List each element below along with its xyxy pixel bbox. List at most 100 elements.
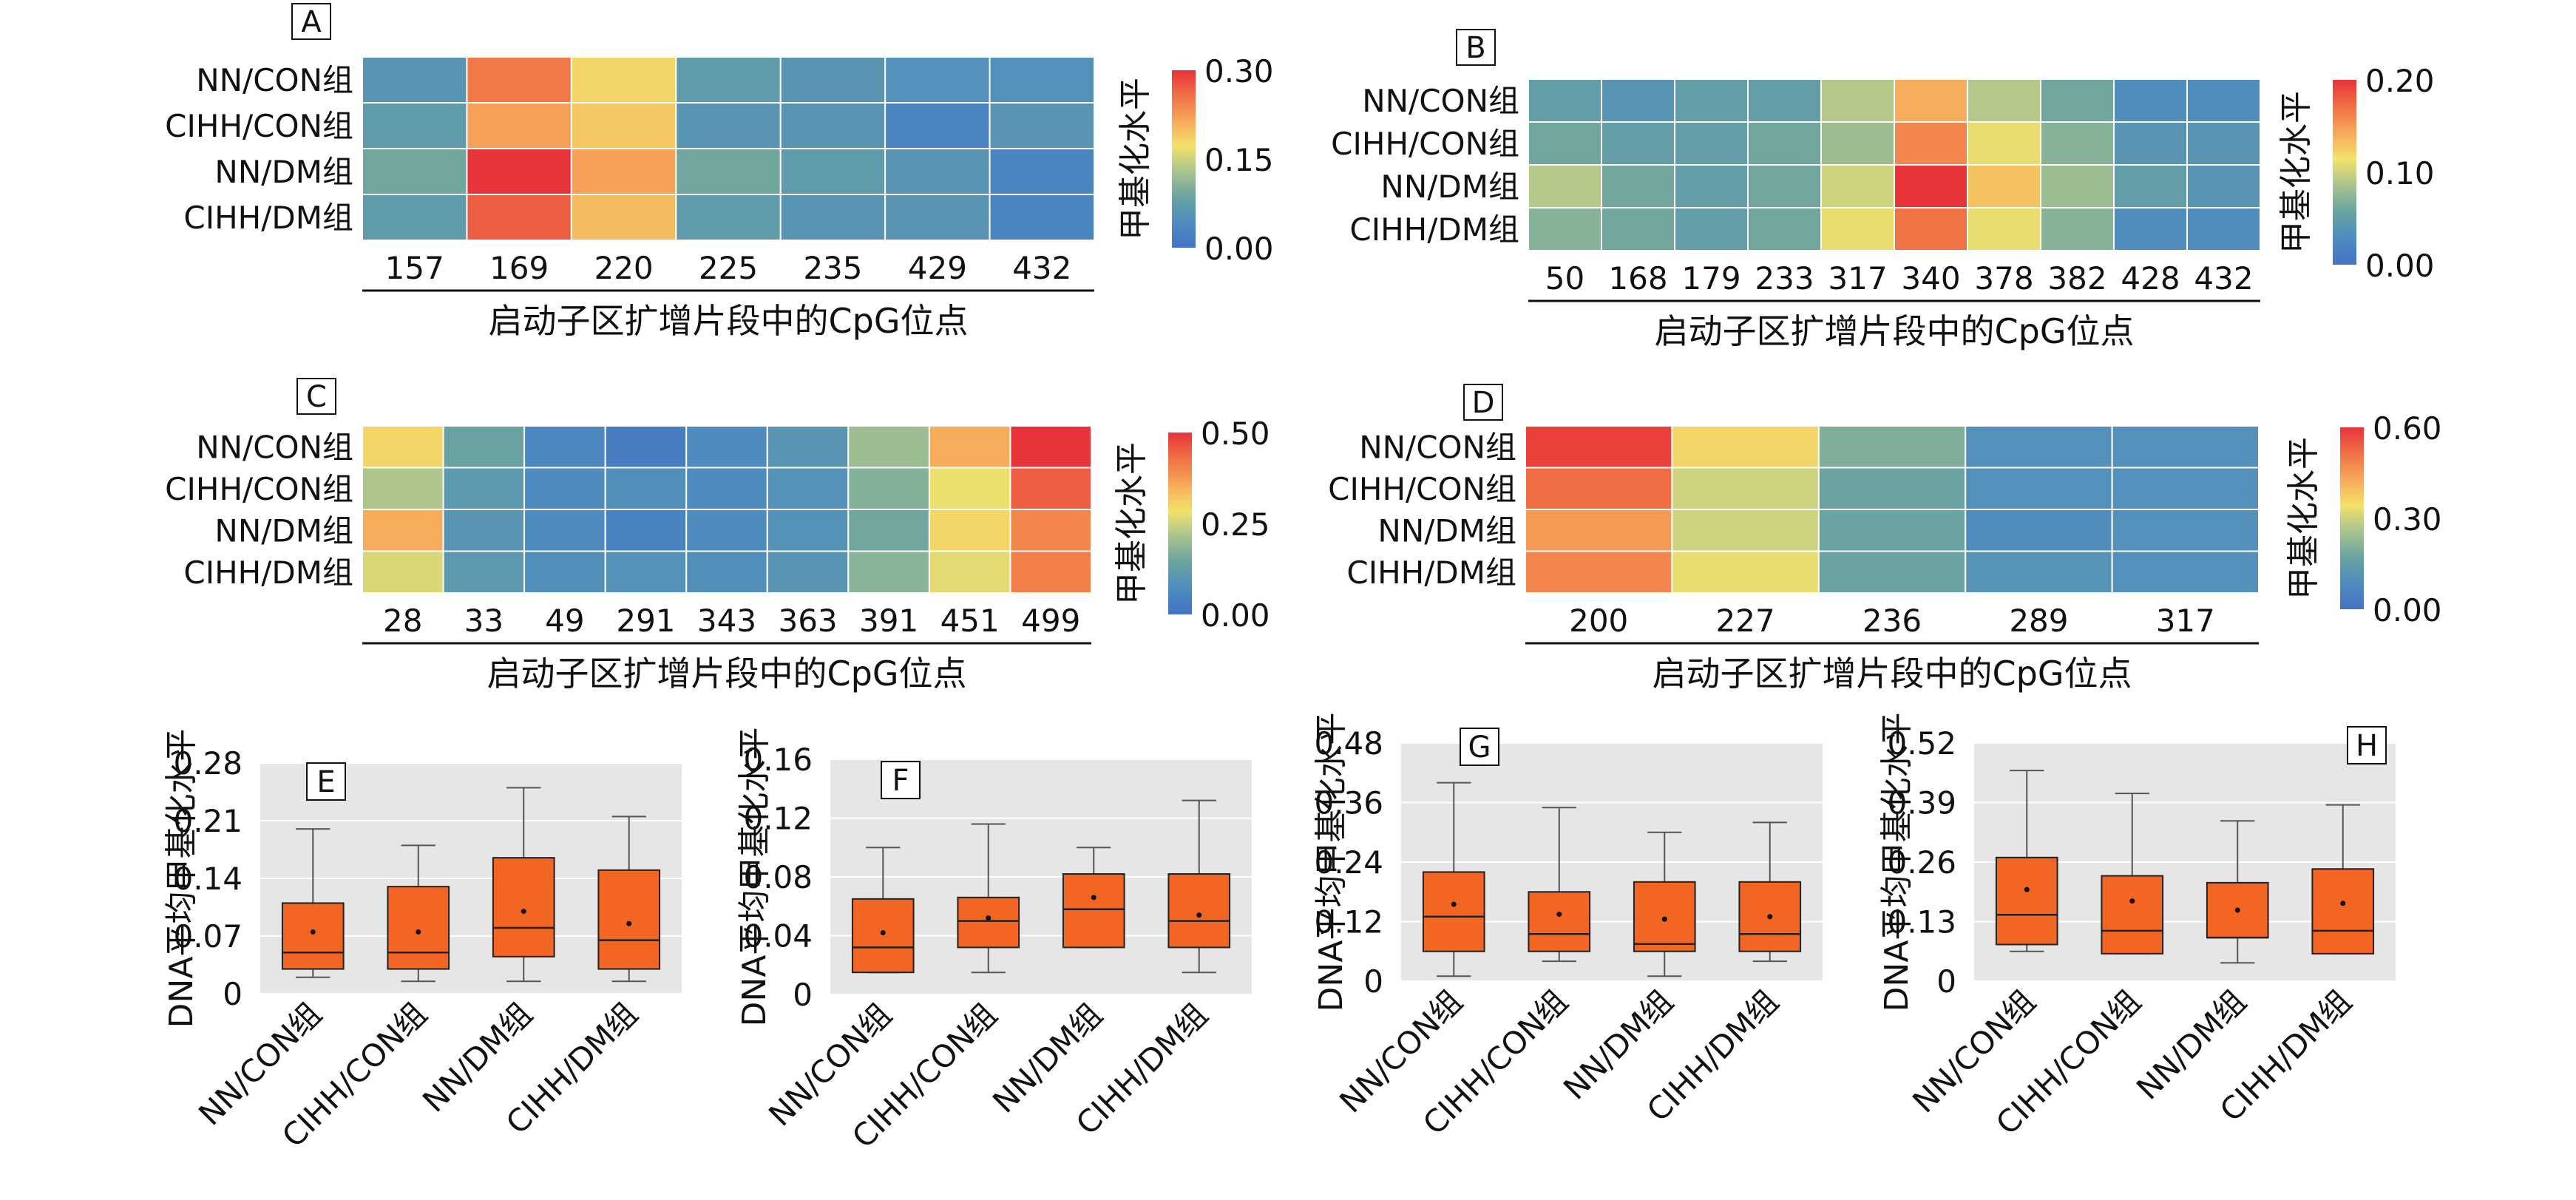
colorbar-tick-label: 0.10 xyxy=(2365,155,2435,191)
panel-letter-box xyxy=(1460,728,1499,766)
heatmap-cell xyxy=(766,467,850,510)
colorbar-tick-label: 0.60 xyxy=(2373,410,2442,447)
box-1 xyxy=(281,828,345,978)
heatmap-cell xyxy=(1967,207,2041,251)
heatmap-cell xyxy=(884,102,991,149)
mean-dot xyxy=(2340,901,2346,906)
heatmap-cell xyxy=(523,467,606,510)
heatmap-cell xyxy=(570,102,677,149)
heatmap-cell xyxy=(570,194,677,241)
row-label: NN/DM组 xyxy=(214,512,353,549)
heatmap-cell xyxy=(442,509,526,552)
row-label: CIHH/DM组 xyxy=(183,555,353,591)
column-tick-label: 428 xyxy=(2121,260,2180,296)
heatmap-cell xyxy=(442,550,526,594)
box-2 xyxy=(2101,793,2164,955)
y-tick-label: 0.13 xyxy=(1887,904,1956,940)
panel-letter: B xyxy=(1465,31,1485,65)
heatmap-cell xyxy=(2111,509,2260,552)
heatmap-cell xyxy=(2113,78,2188,123)
heatmap-cell xyxy=(2040,207,2115,251)
heatmap-panel-A: A NN/CON组 CIHH/CON组 NN/DM组 CIHH/DM组 157 169 220… xyxy=(165,3,1274,341)
column-tick-label: 235 xyxy=(803,250,862,286)
y-axis-label: DNA平均甲基化水平 xyxy=(736,728,773,1027)
heatmap-cell xyxy=(1528,121,1602,166)
heatmap-cell xyxy=(1967,164,2041,209)
heatmap-cell xyxy=(847,467,930,510)
heatmap-cell xyxy=(847,550,930,594)
heatmap-cell xyxy=(675,56,782,104)
heatmap-cell xyxy=(362,194,468,241)
heatmap-cell xyxy=(989,56,1095,104)
row-label: NN/DM组 xyxy=(1380,169,1519,205)
heatmap-cell xyxy=(928,509,1011,552)
heatmap-cell xyxy=(1674,121,1749,166)
y-tick-label: 0.04 xyxy=(743,918,813,955)
heatmap-cell xyxy=(1967,121,2041,166)
heatmap-cell xyxy=(1009,550,1093,594)
column-tick-label: 363 xyxy=(778,603,837,639)
heatmap-cell xyxy=(1747,78,1822,123)
column-tick-label: 317 xyxy=(2156,603,2215,639)
heatmap-panel-C: C NN/CON组 CIHH/CON组 NN/DM组 CIHH/DM组 28 33 49 291… xyxy=(165,378,1270,694)
colorbar xyxy=(2333,80,2356,265)
y-tick-label: 0.12 xyxy=(743,801,813,837)
column-tick-label: 220 xyxy=(594,250,653,286)
heatmap-cell xyxy=(1671,425,1820,469)
heatmap-cell xyxy=(2113,164,2188,209)
column-tick-label: 340 xyxy=(1901,260,1960,296)
heatmap-cell xyxy=(779,56,887,104)
heatmap-cell xyxy=(779,148,887,195)
heatmap-cell xyxy=(362,425,444,469)
boxplot-panel-H: 00.130.260.390.52 HNN/CON组CIHH/CON组NN/DM组… xyxy=(1878,713,2396,1142)
row-label: CIHH/DM组 xyxy=(183,200,353,236)
heatmap-cell xyxy=(685,467,768,510)
heatmap-cell xyxy=(466,102,572,149)
mean-dot xyxy=(626,921,632,926)
panel-letter: G xyxy=(1468,730,1491,765)
heatmap-cell xyxy=(1965,467,2113,510)
panel-letter: D xyxy=(1472,386,1495,420)
box-2 xyxy=(957,823,1020,974)
column-tick-label: 179 xyxy=(1681,260,1741,296)
x-axis-label: 启动子区扩增片段中的CpG位点 xyxy=(487,654,967,694)
box-iqr xyxy=(492,857,555,957)
mean-dot xyxy=(880,930,886,936)
column-tick-label: 33 xyxy=(464,603,504,639)
heatmap-cell xyxy=(362,102,468,149)
row-label: CIHH/CON组 xyxy=(1328,471,1516,507)
heatmap-cell xyxy=(570,56,677,104)
y-tick-label: 0.08 xyxy=(743,859,813,895)
box-iqr xyxy=(957,896,1020,949)
heatmap-cell xyxy=(362,148,468,195)
x-axis-label: 启动子区扩增片段中的CpG位点 xyxy=(1653,654,2132,694)
heatmap-cell xyxy=(1528,78,1602,123)
heatmap-cell xyxy=(604,509,688,552)
y-tick-label: 0.39 xyxy=(1887,785,1956,821)
heatmap-cell xyxy=(928,425,1011,469)
heatmap-cell xyxy=(1674,164,1749,209)
mean-dot xyxy=(416,929,421,935)
colorbar xyxy=(2340,427,2364,609)
row-label: CIHH/CON组 xyxy=(165,471,353,507)
heatmap-cell xyxy=(2111,425,2260,469)
heatmap-cell xyxy=(2111,467,2260,510)
heatmap-cell xyxy=(523,425,606,469)
y-tick-label: 0.07 xyxy=(173,918,243,955)
mean-dot xyxy=(2234,907,2240,913)
heatmap-cell xyxy=(1817,550,1967,594)
mean-dot xyxy=(2024,887,2030,892)
heatmap-cell xyxy=(675,148,782,195)
heatmap-cell xyxy=(604,550,688,594)
column-tick-label: 432 xyxy=(2194,260,2253,296)
y-axis-label: DNA平均甲基化水平 xyxy=(163,729,200,1028)
row-label: CIHH/DM组 xyxy=(1346,555,1516,591)
column-tick-label: 227 xyxy=(1716,603,1775,639)
box-iqr xyxy=(2101,875,2164,955)
heatmap-cell xyxy=(928,467,1011,510)
row-label: CIHH/CON组 xyxy=(1331,126,1519,162)
heatmap-cell xyxy=(1525,550,1673,594)
box-4 xyxy=(1738,821,1802,963)
heatmap-cell xyxy=(1894,78,1968,123)
heatmap-cell xyxy=(675,194,782,241)
